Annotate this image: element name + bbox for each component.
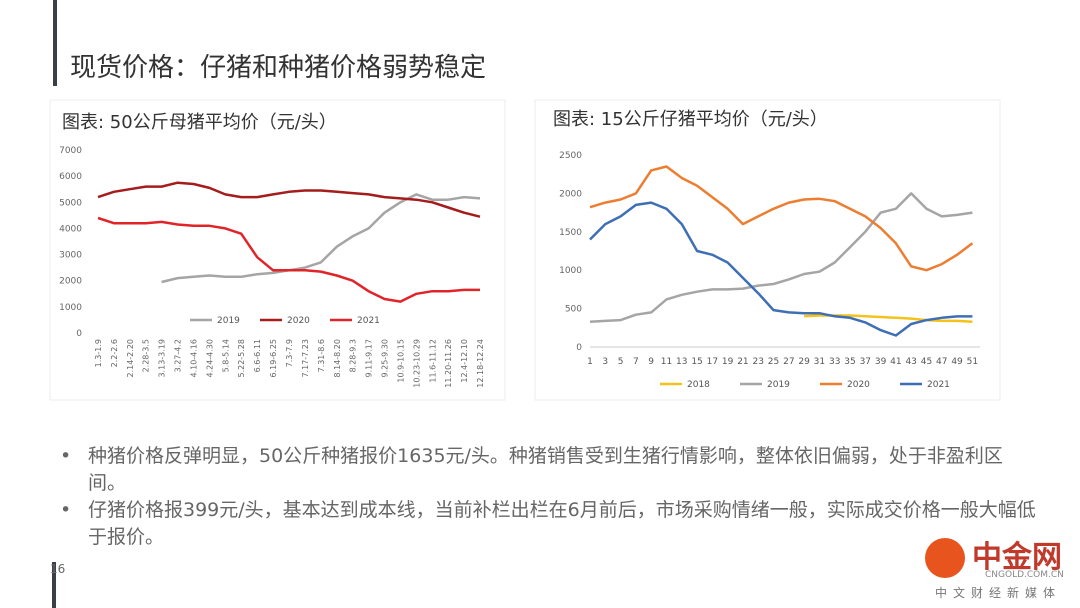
x-tick-label: 37 <box>860 357 871 367</box>
site: CNGOLD.COM.CN <box>985 570 1064 580</box>
x-tick-label: 11 <box>661 357 672 367</box>
x-tick-label: 35 <box>844 357 855 367</box>
charts: 图表: 50公斤母猪平均价（元/头）0100020003000400050006… <box>49 99 1001 401</box>
x-tick-label: 23 <box>753 357 764 367</box>
legend-label: 2019 <box>217 316 240 326</box>
bullet: 仔猪价格报399元/头，基本达到成本线，当前补栏出栏在6月前后，市场采购情绪一般… <box>60 497 1040 551</box>
x-tick-label: 5.22-5.28 <box>237 339 246 378</box>
x-tick-label: 12.18-12.24 <box>476 339 485 388</box>
bullet: 种猪价格反弹明显，50公斤种猪报价1635元/头。种猪销售受到生猪行情影响，整体… <box>60 443 1040 497</box>
legend-label: 2021 <box>357 316 380 326</box>
y-tick-label: 0 <box>76 329 82 339</box>
y-tick-label: 6000 <box>59 172 82 182</box>
x-tick-label: 3.13-3.19 <box>158 339 167 378</box>
x-tick-label: 2.14-2.20 <box>126 339 135 378</box>
x-tick-label: 9.11-9.17 <box>365 339 374 378</box>
x-tick-label: 41 <box>890 357 901 367</box>
x-tick-label: 10.23-10.29 <box>412 339 421 388</box>
x-tick-label: 2.28-3.5 <box>142 339 151 372</box>
legend-label: 2021 <box>927 380 950 390</box>
slide-title: 现货价格：仔猪和种猪价格弱势稳定 <box>70 53 487 83</box>
legend-label: 2018 <box>687 380 710 390</box>
x-tick-label: 51 <box>967 357 978 367</box>
y-tick-label: 500 <box>565 305 582 315</box>
x-tick-label: 21 <box>737 357 748 367</box>
legend-label: 2020 <box>847 380 870 390</box>
y-tick-label: 5000 <box>59 198 82 208</box>
series-line <box>589 192 973 323</box>
y-tick-label: 2000 <box>59 277 82 287</box>
x-tick-label: 8.14-8.20 <box>333 339 342 378</box>
x-tick-label: 11.6-11.12 <box>428 339 437 383</box>
y-tick-label: 7000 <box>59 146 82 156</box>
x-tick-label: 9 <box>648 357 654 367</box>
x-tick-label: 47 <box>936 357 947 367</box>
x-tick-label: 5 <box>618 357 624 367</box>
series-line <box>589 201 973 337</box>
x-tick-label: 3 <box>602 357 608 367</box>
x-tick-label: 33 <box>829 357 840 367</box>
x-tick-label: 7.31-8.6 <box>317 339 326 372</box>
accent-bar <box>53 0 57 86</box>
series-line <box>589 165 974 272</box>
x-tick-label: 45 <box>921 357 932 367</box>
chart-title: 图表: 50公斤母猪平均价（元/头） <box>62 112 337 133</box>
x-tick-label: 19 <box>722 357 734 367</box>
x-tick-label: 11.20-11.26 <box>444 339 453 388</box>
x-tick-label: 15 <box>691 357 702 367</box>
x-tick-label: 3.27-4.2 <box>174 339 183 372</box>
x-tick-label: 43 <box>905 357 916 367</box>
y-tick-label: 3000 <box>59 251 82 261</box>
x-tick-label: 8.28-9.3 <box>349 339 358 372</box>
x-tick-label: 7.3-7.9 <box>285 339 294 367</box>
y-tick-label: 0 <box>576 343 582 353</box>
x-tick-label: 25 <box>768 357 779 367</box>
x-tick-label: 39 <box>875 357 887 367</box>
series-line <box>97 181 481 218</box>
chart-frame <box>49 99 506 401</box>
x-tick-label: 6.19-6.25 <box>269 339 278 378</box>
chart-frame <box>534 99 1001 401</box>
x-tick-label: 49 <box>951 357 963 367</box>
x-tick-label: 6.6-6.11 <box>253 339 262 372</box>
x-tick-label: 4.10-4.16 <box>189 339 198 378</box>
page-number: 16 <box>50 562 66 576</box>
x-tick-label: 12.4-12.10 <box>460 339 469 383</box>
x-tick-label: 7.17-7.23 <box>301 339 310 378</box>
logo-icon <box>925 538 965 578</box>
x-tick-label: 1 <box>587 357 593 367</box>
x-tick-label: 5.8-5.14 <box>221 339 230 372</box>
y-tick-label: 2500 <box>559 151 582 161</box>
brand: 中金网 <box>972 540 1062 575</box>
x-tick-label: 17 <box>707 357 718 367</box>
legend-label: 2019 <box>767 380 790 390</box>
x-tick-label: 1.3-1.9 <box>94 339 103 367</box>
slogan: 中文财经新媒体 <box>935 586 1062 600</box>
x-tick-label: 29 <box>798 357 810 367</box>
y-tick-label: 4000 <box>59 224 82 234</box>
x-tick-label: 10.9-10.15 <box>396 339 405 383</box>
series-line <box>97 216 480 303</box>
chart-title: 图表: 15公斤仔猪平均价（元/头） <box>553 109 828 130</box>
accent-bar <box>52 562 56 608</box>
y-tick-label: 1500 <box>559 228 582 238</box>
series-line <box>161 193 481 284</box>
x-tick-label: 27 <box>783 357 794 367</box>
x-tick-label: 2.2-2.6 <box>110 339 119 367</box>
legend-label: 2020 <box>287 316 310 326</box>
x-tick-label: 13 <box>676 357 687 367</box>
x-tick-label: 7 <box>633 357 639 367</box>
x-tick-label: 4.24-4.30 <box>205 339 214 378</box>
x-tick-label: 31 <box>814 357 825 367</box>
y-tick-label: 1000 <box>59 303 82 313</box>
y-tick-label: 1000 <box>559 266 582 276</box>
y-tick-label: 2000 <box>559 189 582 199</box>
x-tick-label: 9.25-9.30 <box>381 339 390 378</box>
